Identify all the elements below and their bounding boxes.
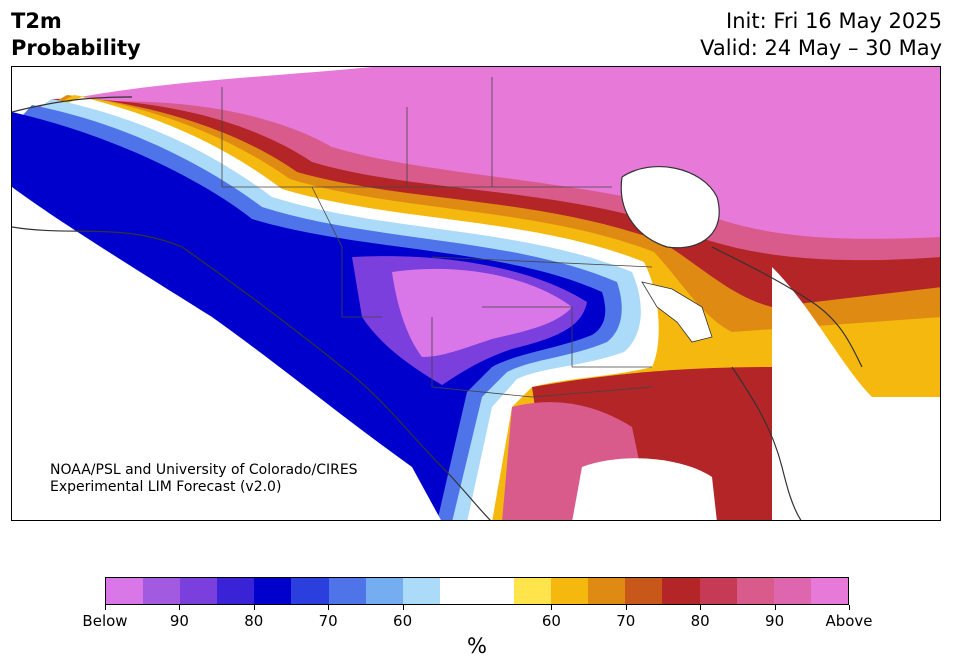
colorbar-cell [699,578,737,604]
colorbar-cell [736,578,774,604]
colorbar-tick-mark [551,605,553,610]
colorbar-tick-label: 80 [690,612,710,630]
colorbar-tick-label: 70 [318,612,338,630]
colorbar-cell [180,578,218,604]
colorbar-cell [402,578,440,604]
colorbar-tick-mark [774,605,776,610]
credit-line-1: NOAA/PSL and University of Colorado/CIRE… [50,462,358,478]
colorbar-cell [773,578,811,604]
colorbar-tick-label: 60 [541,612,561,630]
units-label: % [467,634,487,658]
title-variable: T2m [11,9,62,33]
colorbar-cell [514,578,552,604]
colorbar-tick-label: Above [825,612,873,630]
credit-text: NOAA/PSL and University of Colorado/CIRE… [50,462,358,496]
political-borders [221,77,653,398]
colorbar-cell [254,578,292,604]
valid-date: Valid: 24 May – 30 May [700,36,942,60]
map-canvas [12,67,940,520]
colorbar-cell [588,578,626,604]
colorbar-tick-label: 60 [393,612,413,630]
colorbar-tick-mark [253,605,255,610]
colorbar-tick-mark [700,605,702,610]
date-block: Init: Fri 16 May 2025 Valid: 24 May – 30… [700,8,942,62]
band-lavender [392,268,572,357]
title-probability: Probability [11,36,141,60]
colorbar-tick-label: 90 [169,612,189,630]
great-lakes [641,281,713,343]
colorbar-cell [365,578,403,604]
colorbar-tick-label: Below [82,612,128,630]
colorbar-tick-mark [105,605,106,610]
colorbar-cell [810,578,848,604]
colorbar-tick-label: 70 [616,612,636,630]
colorbar-cell [551,578,589,604]
colorbar-tick-mark [179,605,181,610]
colorbar-cell [217,578,255,604]
coastline [12,96,863,520]
title-block: T2m Probability [11,8,141,62]
colorbar-tick-label: 90 [765,612,785,630]
colorbar-tick-mark [328,605,330,610]
init-date: Init: Fri 16 May 2025 [726,9,942,33]
ocean-atlantic [772,267,940,520]
colorbar-cell [662,578,700,604]
gulf-of-mexico [572,458,717,520]
colorbar-tick-label: 80 [244,612,264,630]
colorbar-cell [328,578,366,604]
colorbar-cell [439,578,477,604]
hudson-bay [621,166,720,248]
colorbar-cell [625,578,663,604]
colorbar-tick-mark [625,605,627,610]
colorbar-cell [143,578,181,604]
colorbar-tick-mark [849,605,850,610]
colorbar-cell [106,578,144,604]
ocean-pacific [12,187,441,520]
colorbar-tick-mark [402,605,404,610]
credit-line-2: Experimental LIM Forecast (v2.0) [50,479,282,495]
colorbar [105,577,849,605]
colorbar-cell [291,578,329,604]
colorbar-cell [476,578,515,604]
forecast-map: NOAA/PSL and University of Colorado/CIRE… [11,66,941,521]
